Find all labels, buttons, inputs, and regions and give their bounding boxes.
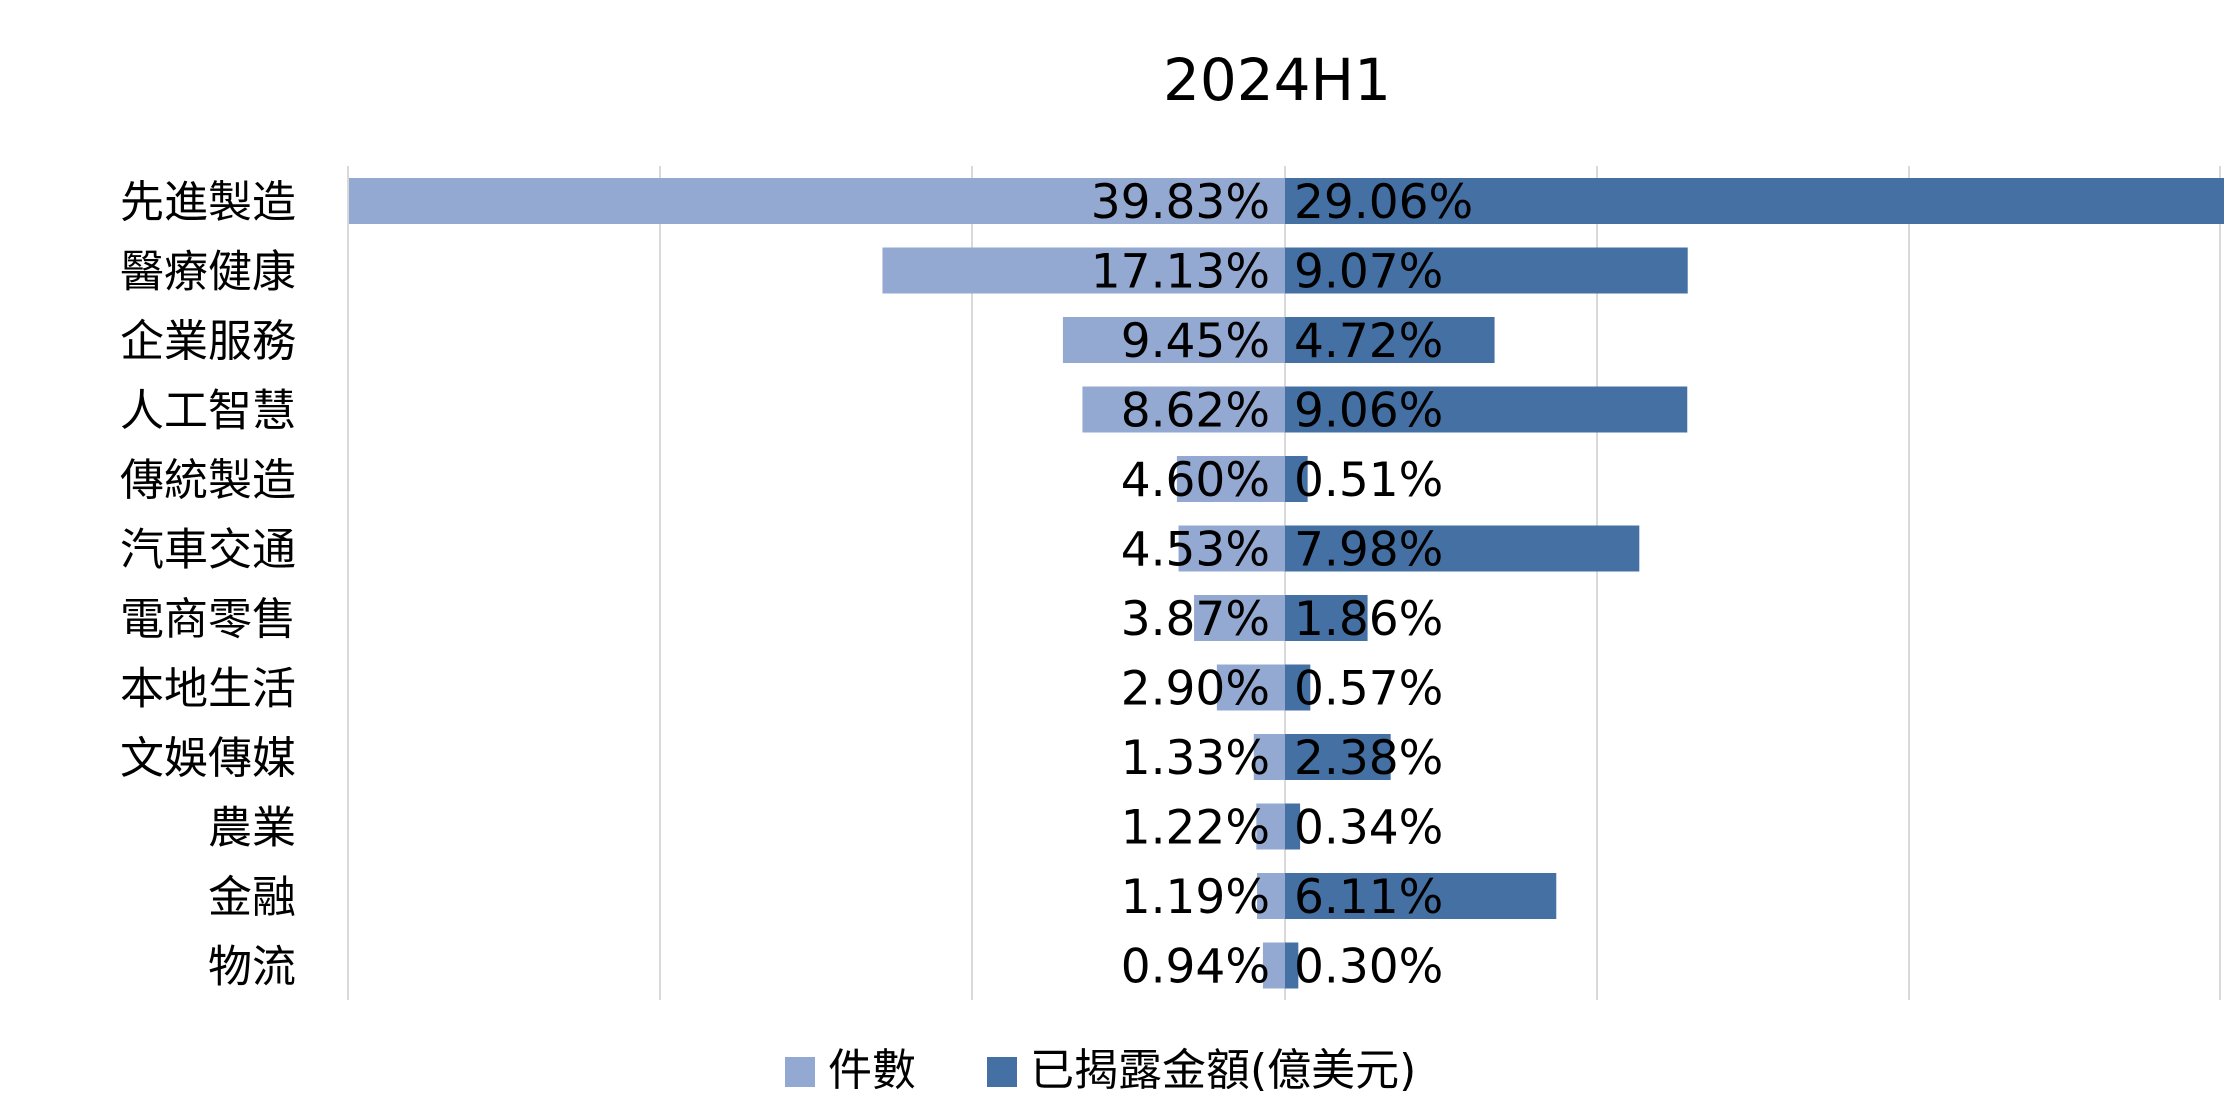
bar-count-2 [1062, 317, 1285, 363]
bar-amount-11 [1285, 942, 1299, 989]
bar-amount-8 [1285, 734, 1391, 780]
data-label-count: 4.53% [1121, 523, 1270, 578]
category-label: 金融 [208, 872, 296, 923]
data-label-count: 0.94% [1121, 940, 1270, 995]
bar-amount-7 [1285, 664, 1311, 711]
category-label: 物流 [208, 942, 296, 993]
data-label-count: 1.22% [1121, 801, 1270, 856]
data-label-count: 39.83% [1091, 175, 1270, 230]
bar-count-6 [1194, 595, 1285, 641]
data-label-amount: 0.34% [1294, 801, 1443, 856]
legend-swatch-count [785, 1057, 815, 1087]
data-label-amount: 0.57% [1294, 662, 1443, 717]
bar-count-4 [1176, 456, 1285, 502]
category-label: 電商零售 [120, 594, 296, 645]
category-label: 汽車交通 [120, 525, 296, 576]
category-label: 先進製造 [120, 177, 296, 228]
data-label-amount: 0.51% [1294, 453, 1443, 508]
data-label-amount: 9.06% [1294, 384, 1443, 439]
bar-amount-5 [1285, 525, 1640, 572]
category-label: 農業 [208, 803, 296, 854]
data-label-amount: 7.98% [1294, 523, 1443, 578]
legend-label-count: 件數 [828, 1045, 916, 1096]
chart-title: 2024H1 [1163, 46, 1391, 114]
bar-count-0 [348, 178, 1285, 224]
bar-amount-2 [1285, 317, 1495, 363]
bar-count-5 [1178, 525, 1285, 572]
data-label-amount: 2.38% [1294, 731, 1443, 786]
legend-swatch-amount [987, 1057, 1017, 1087]
bar-count-1 [882, 247, 1285, 294]
category-label: 傳統製造 [120, 455, 296, 506]
data-label-count: 17.13% [1091, 245, 1270, 300]
category-label: 本地生活 [120, 664, 296, 715]
category-label: 人工智慧 [120, 386, 296, 437]
data-label-amount: 6.11% [1294, 870, 1443, 925]
bar-count-8 [1253, 734, 1285, 780]
data-label-count: 9.45% [1121, 314, 1270, 369]
bar-count-11 [1262, 942, 1285, 989]
bar-amount-9 [1285, 803, 1301, 850]
data-label-amount: 4.72% [1294, 314, 1443, 369]
bar-count-10 [1257, 873, 1285, 919]
data-label-count: 2.90% [1121, 662, 1270, 717]
data-label-count: 3.87% [1121, 592, 1270, 647]
data-label-amount: 0.30% [1294, 940, 1443, 995]
data-label-amount: 29.06% [1294, 175, 1473, 230]
bar-amount-3 [1285, 386, 1688, 433]
bar-amount-0 [1285, 178, 2224, 224]
bar-amount-10 [1285, 873, 1557, 919]
data-label-count: 1.33% [1121, 731, 1270, 786]
bar-count-3 [1082, 386, 1285, 433]
data-label-amount: 9.07% [1294, 245, 1443, 300]
legend-label-amount: 已揭露金額(億美元) [1030, 1045, 1416, 1096]
data-label-count: 4.60% [1121, 453, 1270, 508]
bar-amount-4 [1285, 456, 1308, 502]
data-label-count: 1.19% [1121, 870, 1270, 925]
bar-count-9 [1256, 803, 1285, 850]
data-label-count: 8.62% [1121, 384, 1270, 439]
bar-count-7 [1216, 664, 1285, 711]
bar-amount-6 [1285, 595, 1368, 641]
category-label: 醫療健康 [120, 247, 296, 298]
data-label-amount: 1.86% [1294, 592, 1443, 647]
bar-amount-1 [1285, 247, 1688, 294]
category-label: 企業服務 [120, 316, 296, 367]
category-label: 文娛傳媒 [120, 733, 296, 784]
